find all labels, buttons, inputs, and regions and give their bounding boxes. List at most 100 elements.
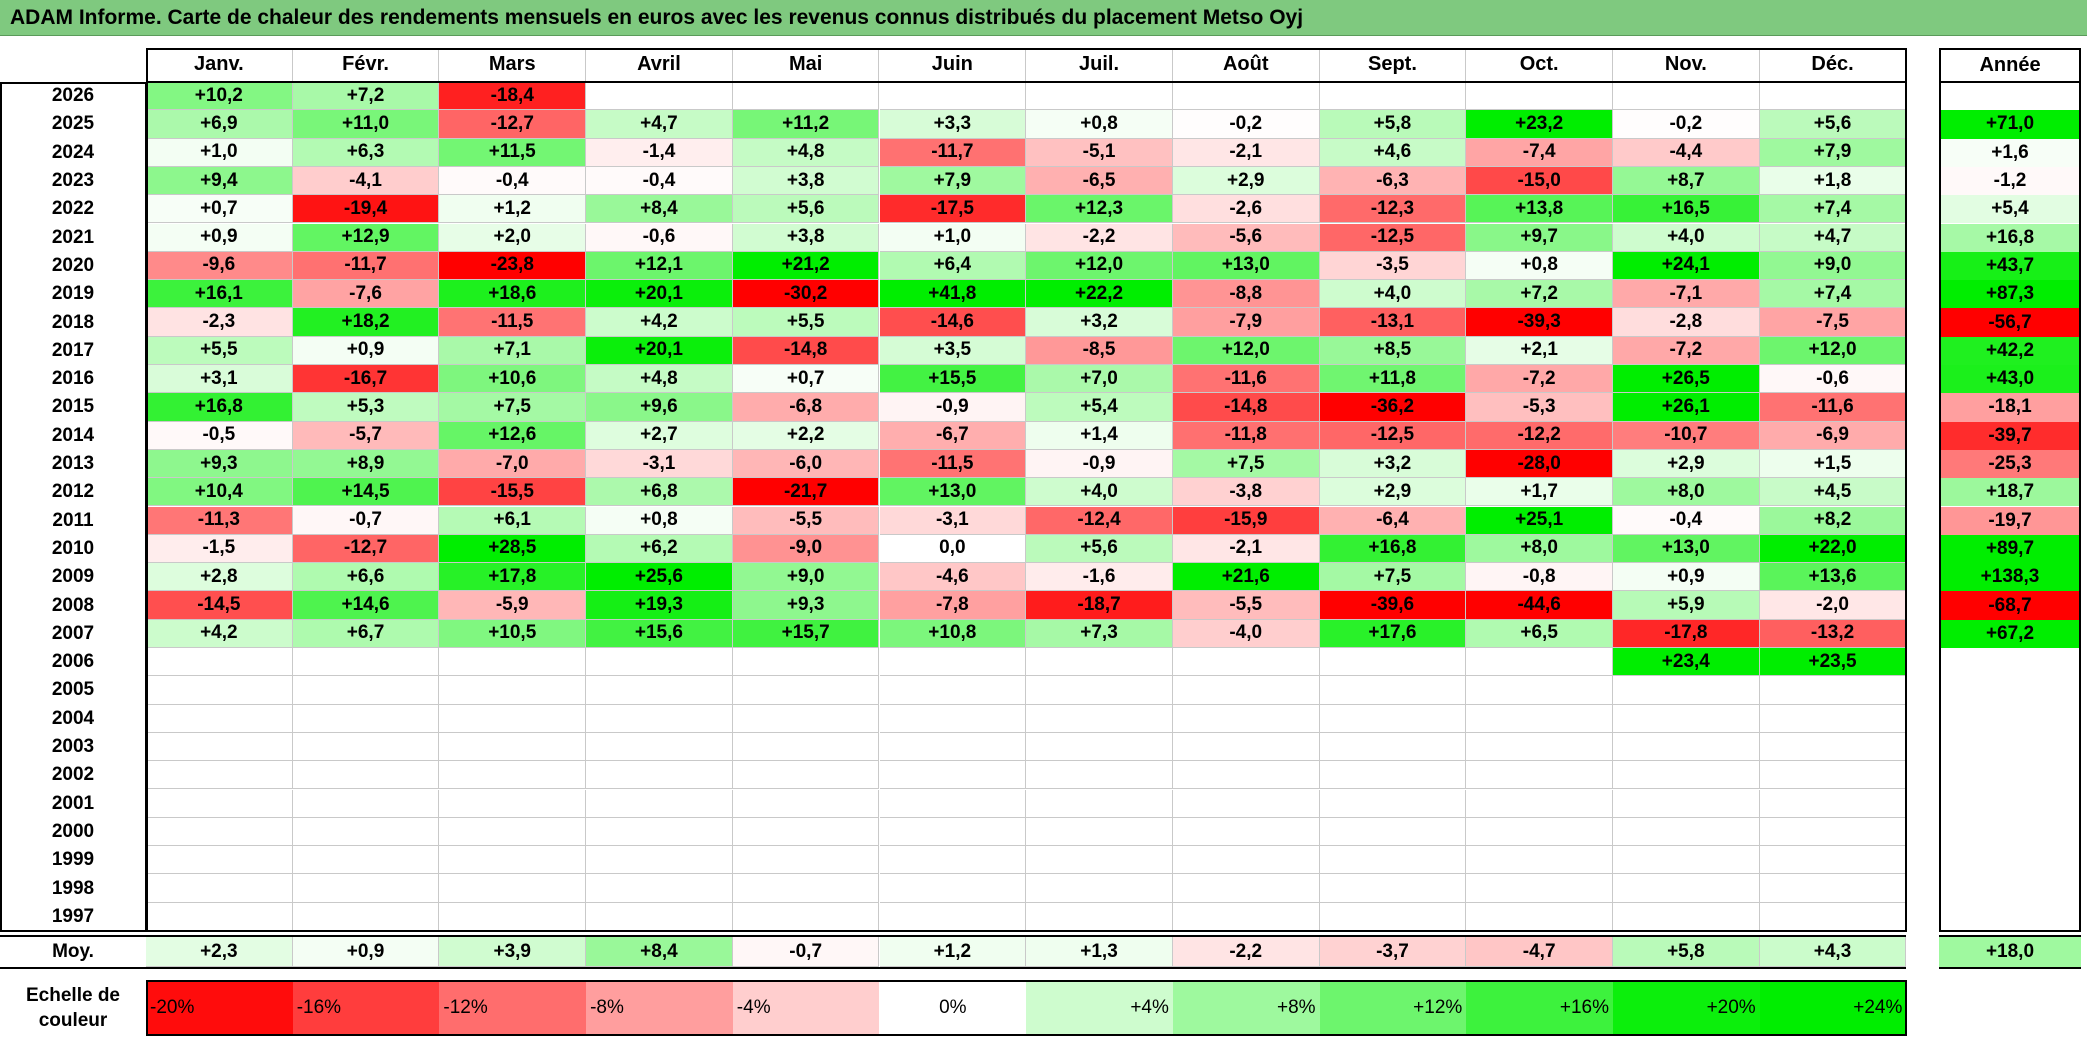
heatmap-cell: +0,9 [1613,563,1760,592]
heatmap-cell: -14,5 [146,591,293,620]
heatmap-cell: -6,0 [732,449,880,479]
heatmap-cell: -12,5 [1319,223,1467,252]
heatmap-cell: +4,7 [1759,223,1907,252]
year-label: 2021 [51,226,95,248]
heatmap-cell: -14,6 [879,308,1027,337]
heatmap-cell [732,676,880,705]
year-label: 2004 [51,707,95,729]
heatmap-cell: -12,7 [439,110,587,139]
title-bar: ADAM Informe. Carte de chaleur des rende… [0,0,2087,36]
year-label: 2024 [51,141,95,163]
annual-cell [1939,817,2081,847]
average-cell: +8,4 [586,937,733,967]
heatmap-cell [1172,648,1320,677]
color-scale-swatch: -16% [292,980,440,1036]
heatmap-cell: -0,5 [146,421,293,450]
heatmap-cell: +9,0 [732,563,880,592]
heatmap-cell [439,732,587,762]
heatmap-cell: +12,6 [439,421,587,450]
heatmap-cell [1759,846,1907,875]
heatmap-cell [292,761,440,790]
color-scale-swatch: -8% [586,980,733,1036]
heatmap-cell [1759,82,1907,111]
month-header-9: Sept. [1319,48,1467,82]
year-label: 2010 [51,537,95,559]
heatmap-cell: +11,5 [439,138,587,167]
heatmap-cell: +7,1 [439,336,587,365]
heatmap-cell: +2,1 [1466,336,1613,365]
annual-cell [1939,902,2081,931]
heatmap-cell: +1,8 [1759,166,1907,196]
average-annual-cell: +18,0 [1939,937,2081,967]
month-header-12: Déc. [1759,48,1907,82]
heatmap-cell: +10,6 [439,365,587,394]
heatmap-cell: +6,5 [1466,619,1613,648]
heatmap-cell: +14,6 [292,591,440,620]
heatmap-cell: -15,5 [439,478,587,507]
heatmap-cell: -9,6 [146,251,293,281]
heatmap-cell: -23,8 [439,251,587,281]
heatmap-cell: +2,0 [439,223,587,252]
heatmap-cell: +2,9 [1319,478,1467,507]
heatmap-cell [586,846,733,875]
heatmap-cell [1026,902,1173,931]
heatmap-cell: +4,2 [586,308,733,337]
heatmap-cell: +9,7 [1466,223,1613,252]
heatmap-cell: -6,8 [732,393,880,422]
annual-cell: +16,8 [1939,223,2081,252]
heatmap-cell: +3,3 [879,110,1027,139]
heatmap-cell: -2,1 [1172,534,1320,564]
heatmap-cell: +3,2 [1319,449,1467,479]
month-header-11: Nov. [1613,48,1760,82]
heatmap-cell [1319,648,1467,677]
year-label: 2017 [51,339,95,361]
year-label: 2001 [51,792,95,814]
heatmap-cell [586,704,733,733]
heatmap-cell: +7,5 [439,393,587,422]
heatmap-cell: -15,0 [1466,166,1613,196]
annual-cell [1939,761,2081,790]
heatmap-cell: -7,6 [292,280,440,309]
heatmap-cell: -12,4 [1026,506,1173,535]
heatmap-cell [1319,902,1467,931]
heatmap-cell: -1,5 [146,534,293,564]
heatmap-cell: +14,5 [292,478,440,507]
heatmap-cell: +7,5 [1319,563,1467,592]
heatmap-cell [439,817,587,847]
color-scale-swatch: +24% [1759,980,1907,1036]
heatmap-cell [1026,676,1173,705]
heatmap-cell [586,874,733,903]
heatmap-cell [146,648,293,677]
heatmap-cell: -0,6 [586,223,733,252]
heatmap-cell: +21,2 [732,251,880,281]
heatmap-cell: +0,8 [1026,110,1173,139]
heatmap-cell: +9,3 [732,591,880,620]
year-label: 2020 [51,254,95,276]
average-cell: +0,9 [292,937,440,967]
heatmap-cell: -2,2 [1026,223,1173,252]
annual-header: Année [1979,53,2041,76]
heatmap-cell: +6,8 [586,478,733,507]
annual-cell: +1,6 [1939,138,2081,167]
heatmap-cell [1759,732,1907,762]
heatmap-cell: +7,2 [1466,280,1613,309]
heatmap-cell: +4,8 [732,138,880,167]
average-annual-bottom-line [1939,967,2081,969]
heatmap-cell: +4,7 [586,110,733,139]
heatmap-cell [586,648,733,677]
heatmap-cell [879,82,1027,111]
heatmap-cell: +7,5 [1172,449,1320,479]
heatmap-cell [1026,82,1173,111]
heatmap-cell [1319,82,1467,111]
heatmap-cell [879,789,1027,818]
average-cell: -4,7 [1466,937,1613,967]
annual-cell [1939,704,2081,733]
heatmap-cell: +9,4 [146,166,293,196]
heatmap-cell [439,761,587,790]
heatmap-cell: +8,5 [1319,336,1467,365]
heatmap-cell: -7,4 [1466,138,1613,167]
heatmap-cell: +1,7 [1466,478,1613,507]
heatmap-cell: +41,8 [879,280,1027,309]
year-label: 1998 [51,877,95,899]
heatmap-cell: -8,5 [1026,336,1173,365]
